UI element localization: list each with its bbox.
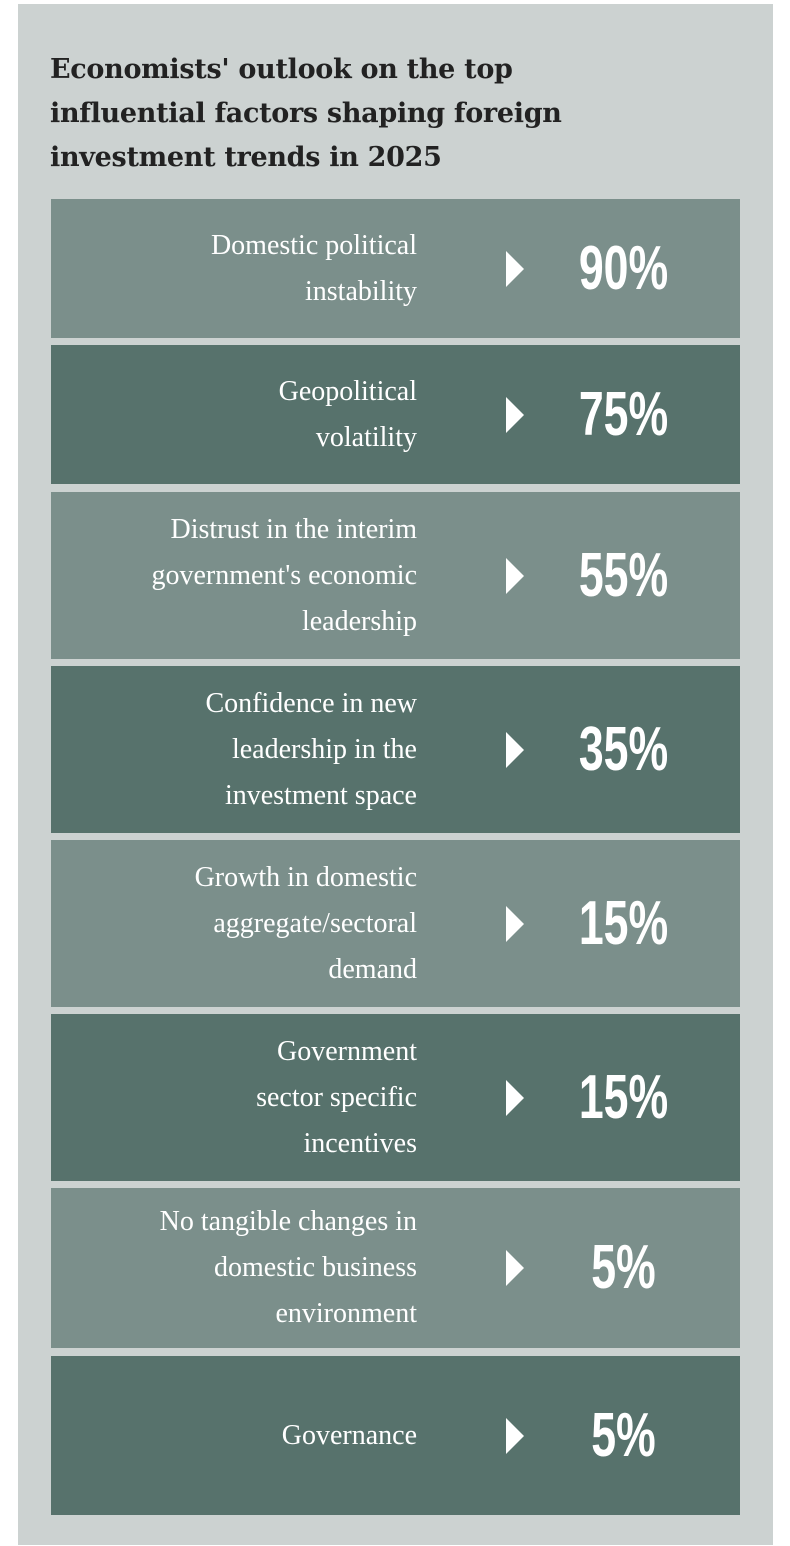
factor-row: Growth in domestic aggregate/sectoral de… (51, 840, 740, 1007)
factor-label: No tangible changes in domestic business… (159, 1206, 417, 1329)
factor-label: Governance (281, 1419, 417, 1451)
play-arrow-icon (506, 1079, 524, 1116)
title-line: investment trends in 2025 (50, 142, 442, 173)
factor-row: Governance 5% (51, 1356, 740, 1515)
play-arrow-icon (506, 250, 524, 287)
chart-title: Economists' outlook on the top influenti… (50, 48, 740, 180)
factor-label: Confidence in new leadership in the inve… (205, 687, 418, 811)
factor-label: Geopolitical volatility (278, 375, 417, 453)
percentage-value: 90% (578, 233, 669, 303)
play-arrow-icon (506, 557, 524, 594)
percentage-value: 15% (578, 888, 669, 958)
play-arrow-icon (506, 1417, 524, 1454)
play-arrow-icon (506, 731, 524, 768)
play-arrow-icon (506, 1250, 524, 1286)
percentage-value: 35% (578, 714, 669, 784)
factor-label: Domestic political instability (210, 229, 417, 307)
factor-row: Confidence in new leadership in the inve… (51, 666, 740, 833)
percentage-value: 5% (591, 1233, 656, 1302)
play-arrow-icon (506, 905, 524, 942)
percentage-value: 5% (591, 1400, 656, 1470)
factor-label: Growth in domestic aggregate/sectoral de… (194, 861, 417, 985)
factor-row: Geopolitical volatility 75% (51, 345, 740, 484)
percentage-value: 55% (578, 540, 669, 610)
factor-row: Distrust in the interim government's eco… (51, 492, 740, 659)
factor-label: Distrust in the interim government's eco… (151, 513, 417, 637)
factor-row: Domestic political instability 90% (51, 199, 740, 338)
title-line: influential factors shaping foreign (50, 98, 562, 129)
factor-row: Government sector specific incentives 15… (51, 1014, 740, 1181)
percentage-value: 15% (578, 1062, 669, 1132)
play-arrow-icon (506, 396, 524, 433)
factor-row: No tangible changes in domestic business… (51, 1188, 740, 1348)
title-line: Economists' outlook on the top (50, 54, 513, 85)
factor-label: Government sector specific incentives (256, 1035, 417, 1159)
percentage-value: 75% (578, 379, 669, 449)
